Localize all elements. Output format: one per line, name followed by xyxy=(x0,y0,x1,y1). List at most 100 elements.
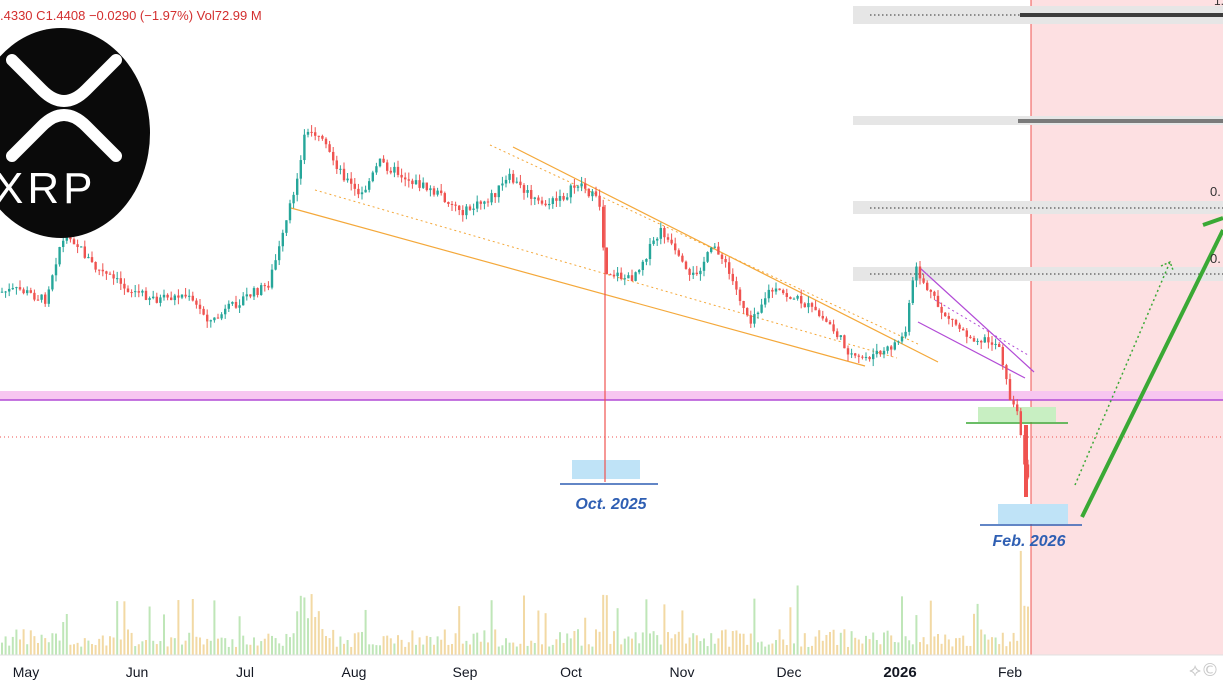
candle-body xyxy=(317,135,320,137)
candle-body xyxy=(483,201,486,204)
volume-bar xyxy=(245,644,248,655)
volume-bar xyxy=(933,636,936,655)
candle-body xyxy=(260,285,263,296)
volume-bar xyxy=(847,646,849,655)
volume-bar xyxy=(69,644,72,655)
candle-body xyxy=(328,144,331,152)
candle-body xyxy=(357,188,360,195)
candle-body xyxy=(404,177,407,180)
right-edge-label: 0. xyxy=(1210,251,1221,266)
volume-bar xyxy=(335,646,338,655)
volume-bar xyxy=(883,632,885,655)
candle-body xyxy=(735,281,738,290)
volume-bar xyxy=(569,638,572,655)
volume-bar xyxy=(51,633,54,655)
volume-bar xyxy=(465,640,468,655)
candle-body xyxy=(278,246,281,261)
candle-body xyxy=(976,340,979,342)
candle-body xyxy=(544,203,547,206)
candle-body xyxy=(188,295,191,297)
volume-bar xyxy=(976,603,979,655)
volume-bar xyxy=(811,645,813,655)
candle-body xyxy=(126,288,130,293)
volume-bar xyxy=(501,645,504,655)
xrp-x-mark-icon xyxy=(6,54,122,162)
volume-bar xyxy=(760,641,763,655)
candle-body xyxy=(746,308,749,316)
volume-bar xyxy=(591,646,594,655)
volume-bar xyxy=(317,611,320,655)
volume-bar xyxy=(422,644,425,655)
volume-bar xyxy=(325,636,327,655)
candle-body xyxy=(933,291,936,296)
volume-bar xyxy=(868,639,871,655)
volume-bar xyxy=(839,632,842,655)
volume-bar xyxy=(209,640,212,655)
candle-body xyxy=(33,292,36,300)
volume-bar xyxy=(29,630,32,655)
volume-bar xyxy=(865,635,867,655)
candle-body xyxy=(191,295,194,301)
volume-bar xyxy=(728,646,731,655)
volume-bar xyxy=(645,599,648,655)
volume-bar xyxy=(425,635,428,655)
candle-body xyxy=(692,272,695,275)
wedge-mid-line xyxy=(314,189,898,359)
volume-bar xyxy=(562,642,565,655)
volume-bar xyxy=(526,645,529,655)
volume-bar xyxy=(627,636,630,655)
volume-bar xyxy=(1023,605,1026,655)
candle-body xyxy=(213,317,216,321)
volume-bar xyxy=(361,631,363,655)
candle-body xyxy=(148,298,151,300)
candle-body xyxy=(630,275,634,281)
candle-body xyxy=(893,342,896,350)
candle-body xyxy=(58,247,61,265)
volume-bar xyxy=(555,639,558,655)
volume-bar xyxy=(800,646,803,655)
candle-body xyxy=(22,289,25,294)
candle-body xyxy=(382,158,385,163)
candle-body xyxy=(418,180,421,188)
projection-top-line xyxy=(1202,216,1223,227)
volume-bar xyxy=(145,639,147,655)
volume-bar xyxy=(598,631,601,655)
candle-body xyxy=(728,262,731,274)
volume-bar xyxy=(890,635,893,655)
volume-bar xyxy=(55,633,57,655)
candle-body xyxy=(594,191,598,196)
volume-bar xyxy=(8,645,11,655)
candle-body xyxy=(958,324,961,329)
candle-body xyxy=(227,303,230,309)
candle-body xyxy=(875,350,878,355)
volume-bar xyxy=(947,639,950,655)
candle-body xyxy=(764,298,767,305)
volume-bar xyxy=(4,636,7,655)
volume-bar xyxy=(314,617,317,655)
volume-bar xyxy=(904,636,907,655)
candle-body xyxy=(868,356,871,360)
volume-bar xyxy=(641,632,644,655)
candle-body xyxy=(26,290,29,294)
volume-bar xyxy=(908,640,911,655)
volume-bar xyxy=(879,644,882,655)
volume-bar xyxy=(577,629,579,655)
volume-bar xyxy=(605,595,608,655)
volume-bar xyxy=(105,645,108,655)
volume-bar xyxy=(958,637,961,655)
candle-body xyxy=(846,348,850,355)
candle-body xyxy=(962,328,965,331)
volume-bar xyxy=(397,635,399,655)
volume-bar xyxy=(483,630,486,655)
candle-body xyxy=(303,134,306,161)
volume-bar xyxy=(382,636,385,655)
volume-bar xyxy=(166,646,169,655)
candle-body xyxy=(908,303,911,332)
volume-bar xyxy=(616,608,619,655)
candle-body xyxy=(879,350,882,355)
volume-bar xyxy=(674,634,677,655)
candle-body xyxy=(90,257,94,263)
candle-body xyxy=(378,158,382,167)
candle-body xyxy=(724,259,727,263)
candle-body xyxy=(526,190,529,193)
